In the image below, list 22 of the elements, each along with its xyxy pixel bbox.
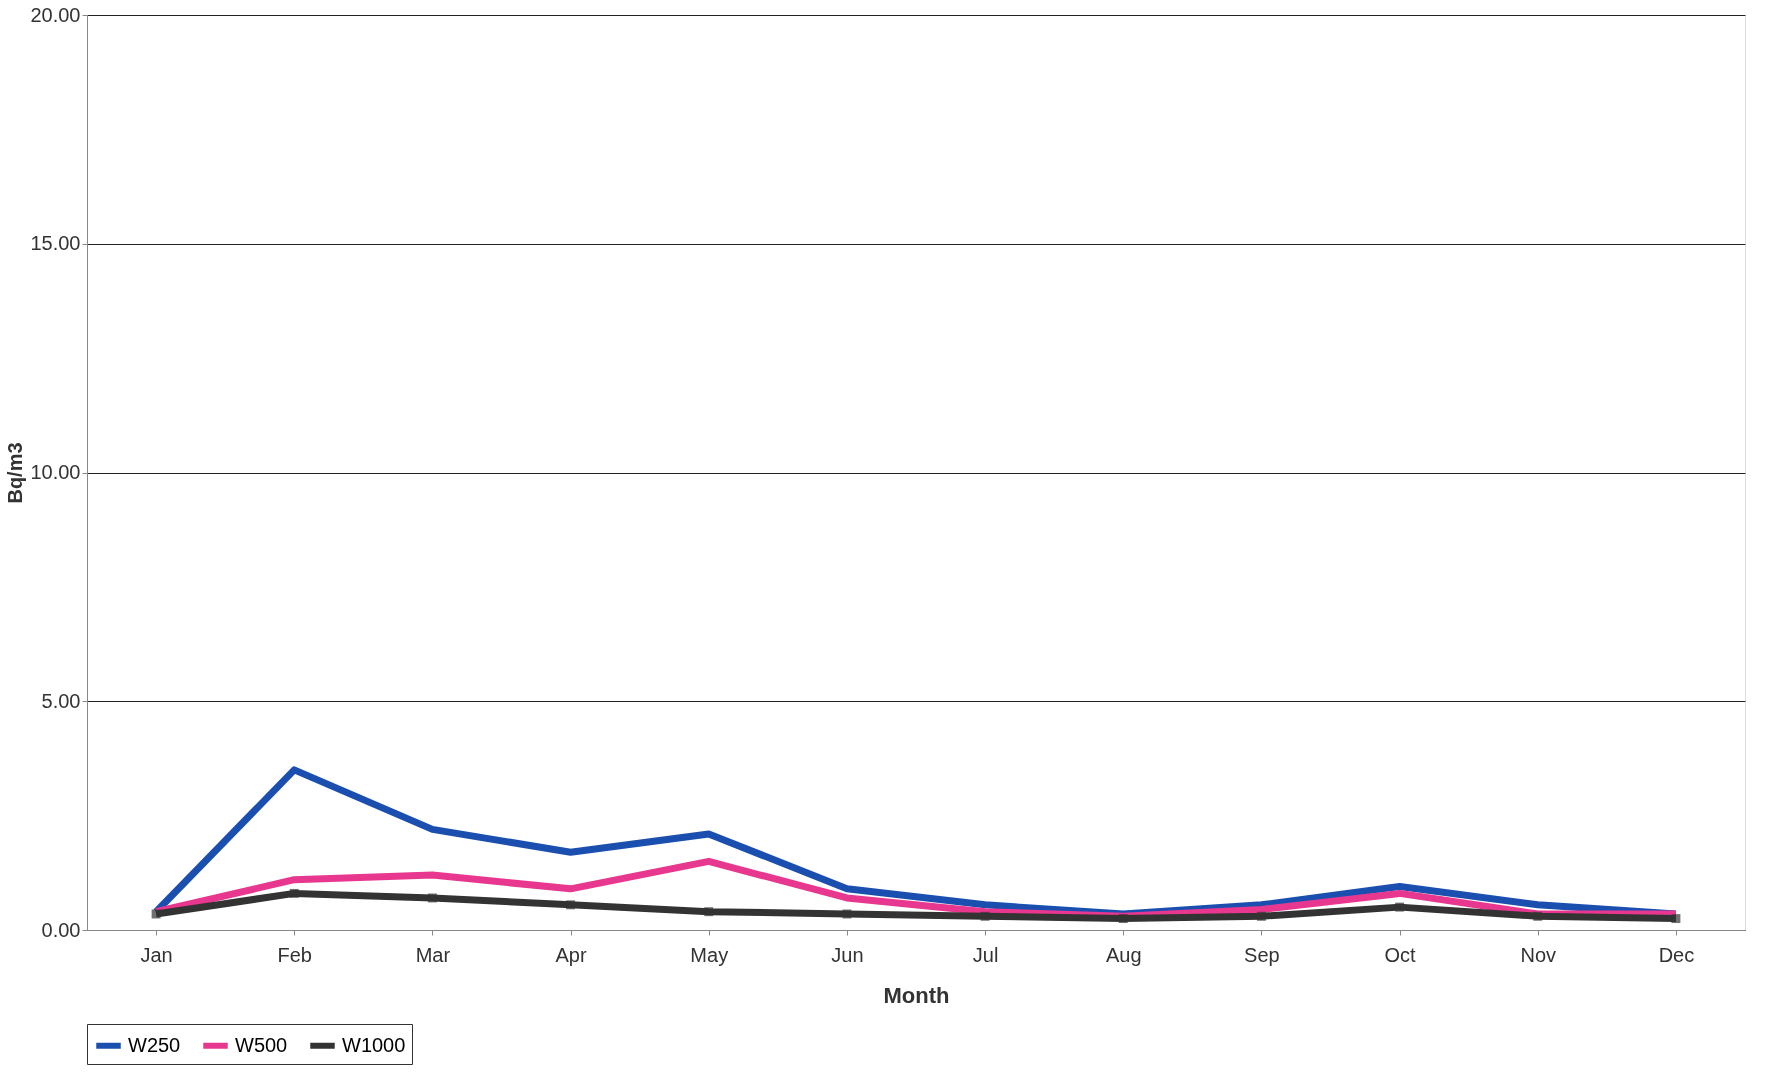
- x-tick-label: Oct: [1384, 943, 1417, 966]
- y-tick-label: 15.00: [30, 232, 81, 255]
- y-tick-label: 10.00: [30, 461, 81, 483]
- y-tick-label: 5.00: [41, 689, 81, 712]
- x-tick-label: Nov: [1520, 943, 1557, 966]
- legend-label: W250: [128, 1033, 181, 1056]
- y-tick-label: 20.00: [30, 3, 81, 26]
- x-tick-label: Sep: [1244, 943, 1280, 966]
- x-tick-label: Feb: [277, 943, 312, 966]
- x-tick-label: May: [690, 943, 729, 966]
- x-tick-label: Dec: [1658, 943, 1695, 966]
- y-axis-title: Bq/m3: [4, 442, 27, 504]
- y-tick-label: 0.00: [41, 918, 81, 941]
- x-tick-label: Mar: [415, 943, 451, 966]
- x-tick-label: Jan: [140, 943, 173, 966]
- legend-label: W1000: [342, 1033, 406, 1056]
- x-tick-label: Aug: [1105, 943, 1142, 966]
- x-tick-label: Apr: [555, 943, 587, 966]
- x-axis-title: Month: [883, 982, 950, 1008]
- legend-label: W500: [235, 1033, 288, 1056]
- x-tick-label: Jul: [972, 943, 999, 966]
- x-tick-label: Jun: [831, 943, 864, 966]
